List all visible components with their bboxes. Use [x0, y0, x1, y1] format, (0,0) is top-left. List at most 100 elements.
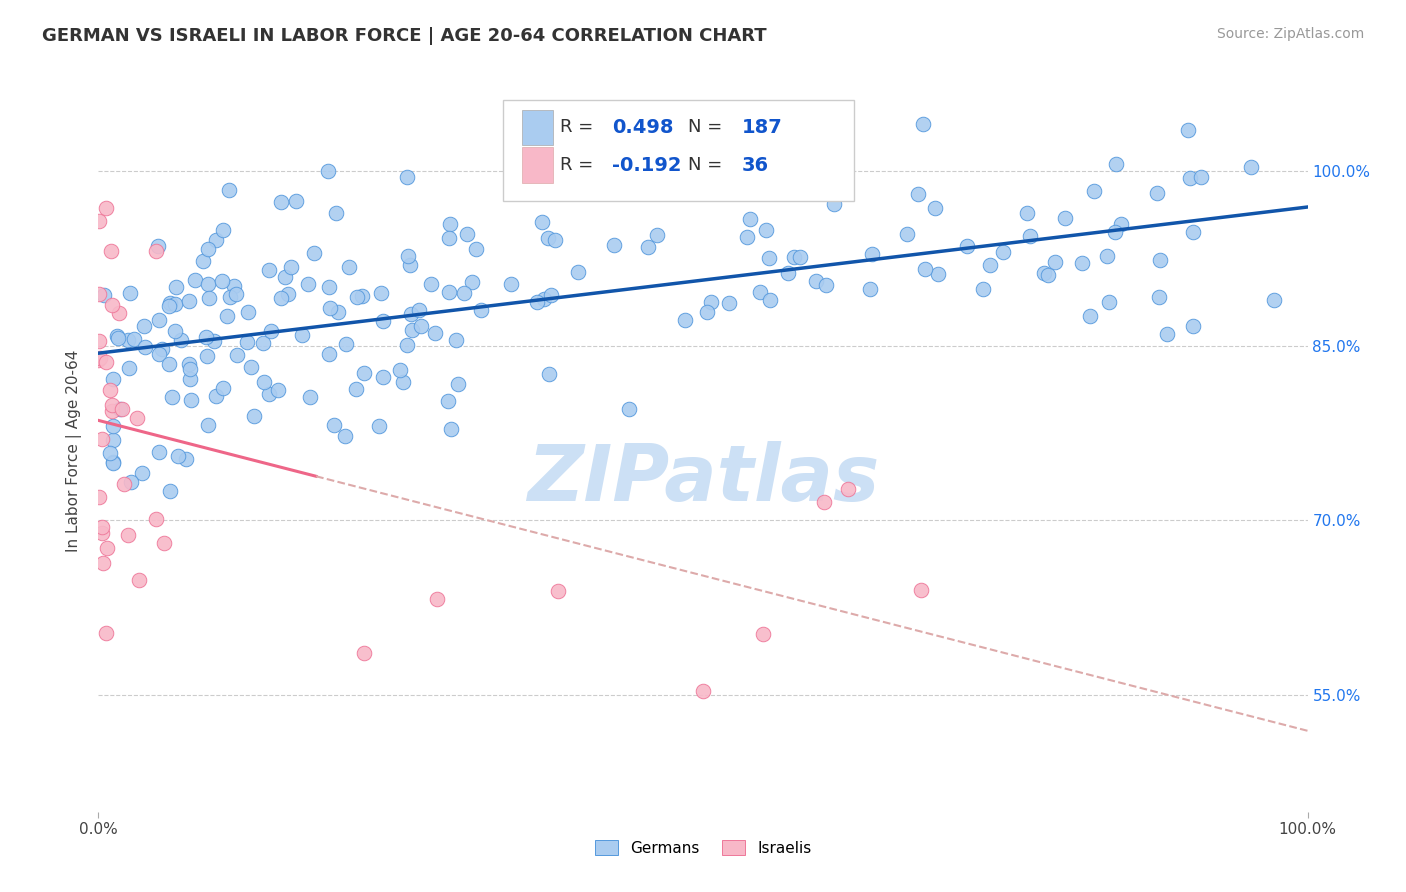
Point	[212, 380, 235, 394]
Point	[120, 285, 142, 300]
Point	[274, 269, 297, 284]
Point	[101, 433, 124, 447]
Point	[815, 278, 838, 293]
Text: 187: 187	[742, 118, 783, 137]
Point	[543, 233, 565, 247]
Point	[148, 312, 170, 326]
Point	[645, 227, 668, 242]
Point	[924, 201, 946, 215]
Point	[132, 318, 155, 333]
Point	[297, 277, 319, 292]
Point	[326, 305, 349, 319]
Point	[1078, 309, 1101, 323]
Point	[280, 260, 302, 275]
Point	[91, 556, 114, 570]
Point	[907, 187, 929, 202]
Point	[108, 401, 131, 416]
Point	[979, 258, 1001, 272]
Point	[100, 244, 122, 259]
Point	[252, 336, 274, 351]
Point	[117, 527, 139, 541]
Point	[408, 303, 430, 318]
Point	[813, 495, 835, 509]
Point	[398, 258, 420, 272]
Point	[337, 260, 360, 275]
Point	[789, 250, 811, 264]
Point	[148, 347, 170, 361]
Point	[437, 285, 460, 300]
Legend: Germans, Israelis: Germans, Israelis	[589, 834, 817, 862]
Point	[205, 233, 228, 247]
Point	[153, 536, 176, 550]
Point	[101, 298, 124, 312]
Point	[910, 582, 932, 597]
Point	[122, 332, 145, 346]
Point	[1095, 249, 1118, 263]
Point	[174, 451, 197, 466]
Point	[1036, 268, 1059, 282]
Point	[453, 285, 475, 300]
Point	[758, 252, 780, 266]
Point	[145, 512, 167, 526]
Point	[346, 290, 368, 304]
Point	[299, 390, 322, 404]
Point	[692, 684, 714, 698]
Point	[87, 213, 110, 227]
Point	[205, 389, 228, 403]
Point	[411, 318, 433, 333]
Point	[134, 340, 156, 354]
Point	[1019, 228, 1042, 243]
Point	[165, 280, 187, 294]
Point	[323, 417, 346, 432]
Point	[87, 334, 110, 348]
FancyBboxPatch shape	[522, 147, 553, 183]
Point	[1240, 160, 1263, 174]
Point	[157, 299, 180, 313]
Point	[167, 449, 190, 463]
Point	[163, 296, 186, 310]
Text: -0.192: -0.192	[613, 155, 682, 175]
Point	[197, 277, 219, 291]
Point	[395, 170, 418, 185]
Point	[1177, 123, 1199, 137]
Point	[859, 282, 882, 296]
Text: N =: N =	[689, 119, 728, 136]
Point	[370, 285, 392, 300]
Point	[547, 583, 569, 598]
Point	[426, 591, 449, 606]
Point	[236, 305, 259, 319]
Point	[179, 372, 201, 386]
Point	[128, 573, 150, 587]
Point	[456, 227, 478, 241]
Point	[318, 280, 340, 294]
Point	[567, 265, 589, 279]
Point	[194, 329, 217, 343]
FancyBboxPatch shape	[503, 100, 855, 202]
Point	[112, 477, 135, 491]
Point	[1182, 226, 1205, 240]
Point	[160, 390, 183, 404]
Point	[90, 525, 112, 540]
Point	[860, 247, 883, 261]
Point	[1043, 254, 1066, 268]
Text: N =: N =	[689, 156, 728, 174]
Point	[105, 329, 128, 343]
Text: 36: 36	[742, 155, 769, 175]
Point	[157, 357, 180, 371]
Point	[1147, 290, 1170, 304]
Point	[896, 227, 918, 242]
Point	[755, 223, 778, 237]
Point	[1105, 157, 1128, 171]
Point	[837, 482, 859, 496]
Point	[101, 404, 124, 418]
Point	[399, 307, 422, 321]
Point	[461, 275, 484, 289]
Point	[89, 351, 111, 365]
Point	[911, 117, 934, 131]
Point	[94, 201, 117, 215]
Point	[215, 309, 238, 323]
Point	[103, 455, 125, 469]
Point	[717, 295, 740, 310]
Point	[1181, 318, 1204, 333]
Point	[183, 272, 205, 286]
